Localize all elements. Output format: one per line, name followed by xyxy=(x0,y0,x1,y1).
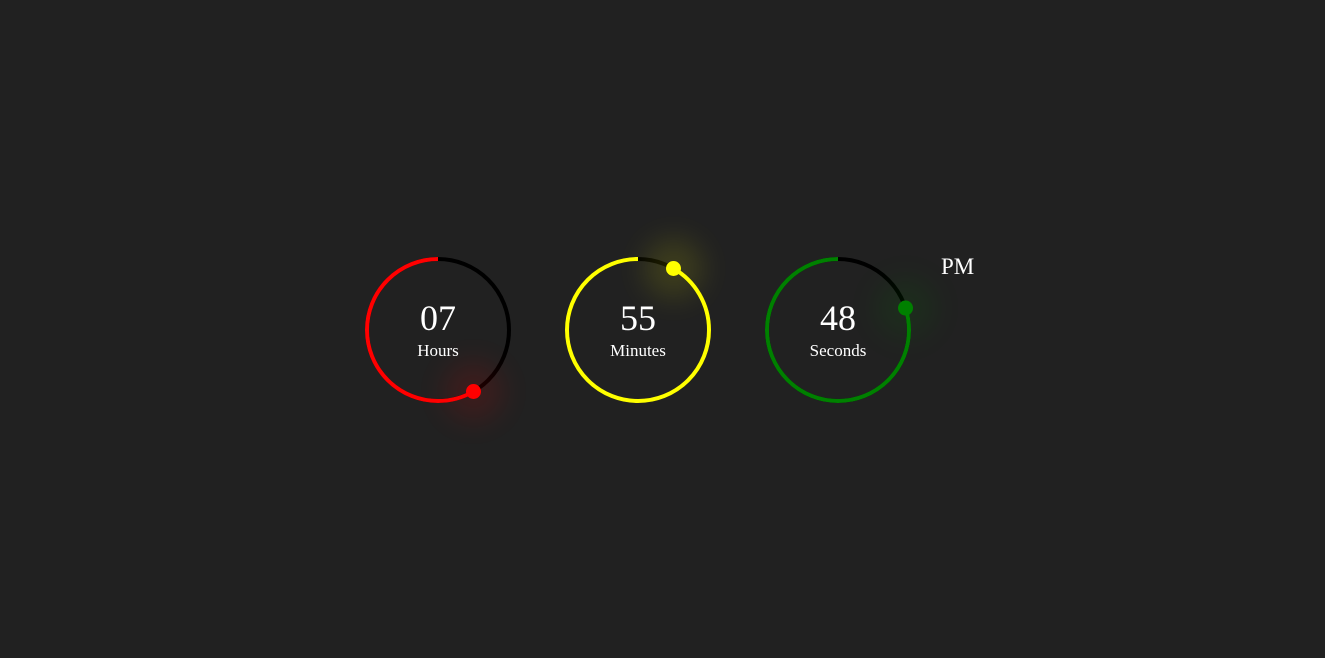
hours-dial: 07 Hours xyxy=(350,242,526,422)
minutes-value: 55 xyxy=(620,298,656,338)
seconds-label: Seconds xyxy=(809,341,867,360)
minutes-indicator-dot xyxy=(665,261,681,277)
minutes-label: Minutes xyxy=(610,341,666,360)
hours-value: 07 xyxy=(420,298,456,338)
hours-ring xyxy=(365,257,511,422)
minutes-dial: 55 Minutes xyxy=(550,238,726,418)
seconds-ring xyxy=(765,257,936,403)
seconds-dial: 48 Seconds xyxy=(750,242,936,418)
hours-label: Hours xyxy=(417,341,459,360)
hours-progress-arc xyxy=(365,257,511,403)
minutes-ring xyxy=(565,238,711,403)
am-pm-indicator: PM xyxy=(941,254,975,279)
seconds-indicator-dot xyxy=(898,300,914,316)
seconds-value: 48 xyxy=(820,298,856,338)
minutes-progress-arc xyxy=(565,257,711,403)
hours-indicator-dot xyxy=(465,383,481,399)
